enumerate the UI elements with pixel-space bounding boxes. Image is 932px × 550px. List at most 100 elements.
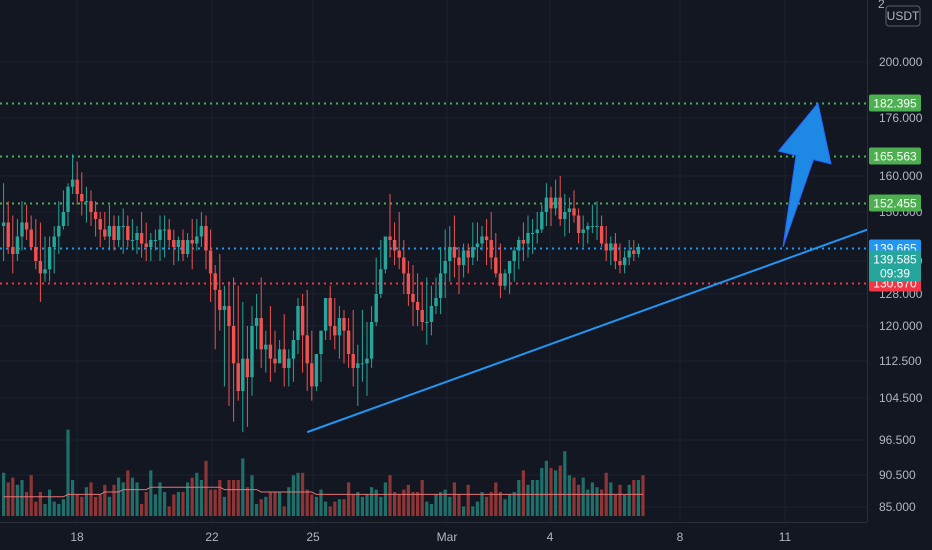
candle-body bbox=[153, 240, 158, 241]
volume-bar bbox=[153, 494, 157, 516]
volume-bar bbox=[480, 492, 484, 516]
candle-body bbox=[287, 358, 291, 368]
arrow-shape[interactable] bbox=[777, 101, 832, 248]
volume-bar bbox=[222, 496, 226, 516]
volume-bar bbox=[374, 489, 378, 516]
volume-bar bbox=[549, 468, 553, 516]
candle-body bbox=[296, 306, 300, 340]
time-axis-panel[interactable] bbox=[0, 522, 932, 550]
volume-bar bbox=[466, 484, 470, 516]
candle-body bbox=[259, 318, 263, 350]
volume-bar bbox=[531, 480, 535, 516]
volume-bar bbox=[471, 506, 475, 516]
grid-lines bbox=[0, 0, 867, 522]
volume-bar bbox=[236, 480, 240, 516]
candle-body bbox=[567, 208, 572, 212]
candle-body bbox=[277, 349, 282, 364]
volume-bar bbox=[462, 506, 466, 516]
volume-bar bbox=[508, 494, 512, 516]
candle-body bbox=[604, 243, 608, 251]
volume-bar bbox=[75, 494, 79, 516]
volume-bar bbox=[379, 496, 383, 516]
volume-bar bbox=[347, 482, 351, 516]
candle-body bbox=[461, 250, 466, 266]
volume-bar bbox=[310, 494, 314, 516]
candle-body bbox=[494, 257, 498, 274]
volume-bar bbox=[232, 480, 236, 516]
price-tick-label: 200.000 bbox=[879, 55, 923, 69]
candle-body bbox=[250, 326, 254, 378]
candle-body bbox=[20, 222, 24, 237]
volume-bar bbox=[144, 492, 148, 516]
candle-body bbox=[613, 243, 618, 261]
volume-bar bbox=[609, 482, 613, 516]
candle-body bbox=[558, 197, 562, 219]
volume-bar bbox=[439, 492, 443, 516]
volume-bar bbox=[167, 506, 171, 516]
time-tick-label: 25 bbox=[306, 530, 320, 544]
volume-bar bbox=[388, 475, 392, 516]
candle-body bbox=[195, 236, 199, 244]
volume-bar bbox=[590, 482, 594, 516]
candle-body bbox=[61, 212, 66, 226]
candle-body bbox=[360, 363, 365, 365]
candle-body bbox=[480, 236, 484, 244]
candle-body bbox=[264, 344, 268, 350]
volume-bar bbox=[314, 496, 318, 516]
volume-bar bbox=[393, 492, 397, 516]
volume-bar bbox=[411, 492, 415, 516]
candle-body bbox=[402, 257, 406, 274]
volume-bar bbox=[287, 487, 291, 516]
volume-bar bbox=[213, 489, 217, 516]
volume-bar bbox=[163, 492, 167, 516]
candle-body bbox=[121, 226, 125, 227]
candle-body bbox=[503, 273, 507, 286]
volume-bar bbox=[457, 494, 461, 516]
candle-body bbox=[540, 212, 544, 230]
candle-body bbox=[346, 330, 351, 354]
candle-body bbox=[185, 240, 190, 254]
volume-bar bbox=[337, 499, 341, 516]
candle-body bbox=[379, 269, 383, 294]
volume-bar bbox=[6, 482, 10, 516]
volume-bar bbox=[250, 475, 254, 516]
candle-body bbox=[6, 222, 10, 247]
candle-body bbox=[471, 247, 475, 258]
volume-bar bbox=[448, 496, 452, 516]
candle-body bbox=[507, 261, 512, 274]
candle-body bbox=[24, 222, 29, 230]
candle-body bbox=[93, 212, 98, 219]
projection-arrow[interactable] bbox=[777, 101, 832, 248]
candle-body bbox=[300, 306, 305, 336]
volume-bar bbox=[567, 475, 571, 516]
volume-bar bbox=[406, 484, 410, 516]
volume-bar bbox=[498, 492, 502, 516]
candle-body bbox=[227, 306, 231, 326]
candle-body bbox=[199, 226, 204, 237]
candle-body bbox=[112, 226, 116, 240]
candle-body bbox=[622, 257, 627, 266]
candle-body bbox=[282, 349, 286, 368]
candles bbox=[1, 154, 641, 433]
time-axis-ticks: 18 22 25 Mar 4 8 11 bbox=[70, 530, 791, 544]
volume-bar bbox=[135, 482, 139, 516]
candle-body bbox=[314, 354, 319, 387]
candle-body bbox=[425, 322, 429, 323]
candle-body bbox=[356, 363, 360, 368]
currency-button[interactable]: USDT bbox=[885, 5, 921, 27]
candle-body bbox=[342, 318, 346, 331]
candle-body bbox=[80, 194, 84, 202]
candle-body bbox=[144, 243, 148, 247]
volume-bar bbox=[489, 492, 493, 516]
candle-body bbox=[310, 363, 314, 387]
volume-ma-line bbox=[3, 486, 643, 498]
candle-body bbox=[333, 326, 337, 336]
volume-bar bbox=[121, 482, 125, 516]
candle-body bbox=[29, 229, 33, 247]
volume-bar bbox=[117, 477, 121, 516]
price-level-tag-label: 165.563 bbox=[873, 150, 917, 164]
candle-body bbox=[429, 306, 434, 322]
